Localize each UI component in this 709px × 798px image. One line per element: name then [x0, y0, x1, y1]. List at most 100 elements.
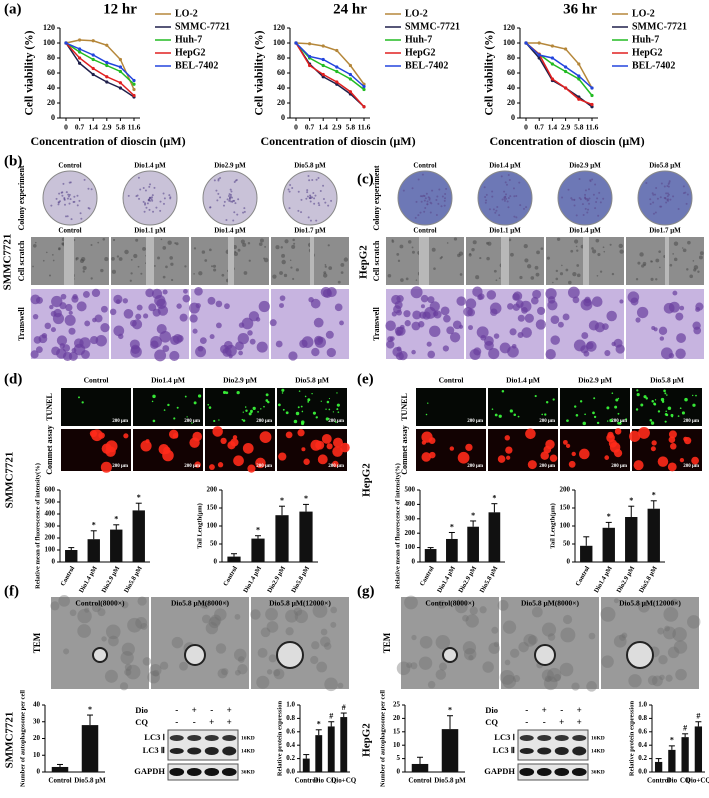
image-texture [621, 632, 628, 639]
image-texture [80, 217, 83, 220]
annotation: # [329, 712, 333, 721]
image-texture [316, 661, 328, 673]
image-texture [495, 279, 498, 282]
point [321, 44, 325, 48]
image-texture [515, 300, 524, 308]
blot-band [572, 735, 587, 741]
image-texture [292, 238, 295, 242]
image-texture [42, 259, 45, 262]
image-texture [650, 260, 653, 263]
tem-label: Dio5.8 μM(8000×) [171, 599, 230, 608]
image-texture [104, 669, 118, 683]
image-texture [635, 408, 639, 411]
image-texture [502, 620, 517, 634]
series-line [525, 42, 593, 89]
image-texture [311, 196, 314, 199]
image-texture [309, 197, 312, 200]
image-texture [83, 178, 86, 181]
image-texture [410, 286, 423, 299]
image-texture [545, 401, 549, 404]
image-texture [326, 400, 330, 404]
image-texture [147, 199, 150, 202]
image-texture [325, 417, 329, 421]
point [362, 87, 366, 92]
image-texture [677, 208, 680, 211]
image-texture [293, 242, 296, 245]
image-texture [311, 347, 320, 357]
image-texture [574, 405, 577, 408]
image-texture [446, 326, 455, 335]
point [564, 69, 568, 74]
image-texture [63, 203, 66, 206]
image-texture [318, 204, 321, 207]
blot-band [519, 735, 534, 741]
image-texture [387, 336, 394, 343]
image-texture [659, 336, 665, 341]
image-texture [491, 190, 494, 193]
blot-band [519, 748, 534, 754]
panel-label: (g) [357, 583, 375, 599]
image-texture [420, 294, 429, 303]
image-texture [50, 601, 60, 611]
image-texture [426, 203, 429, 206]
image-texture [584, 197, 587, 200]
image-texture [592, 411, 595, 415]
image-texture [332, 446, 343, 457]
image-texture [172, 334, 183, 344]
image-texture [579, 400, 583, 403]
image-texture [499, 669, 515, 685]
image-texture [225, 391, 229, 395]
image-texture [596, 421, 600, 425]
image-texture [617, 412, 620, 415]
y-tick-label: 200 [45, 534, 56, 542]
column-label: Dio2.9 μM [578, 376, 612, 385]
image-texture [135, 238, 139, 242]
image-texture [218, 419, 220, 421]
image-texture [298, 390, 301, 392]
image-texture [242, 411, 244, 413]
y-tick-label: 400 [45, 510, 56, 518]
image-texture [652, 212, 655, 215]
image-texture [88, 207, 91, 210]
image-texture [216, 322, 222, 329]
point [590, 102, 594, 107]
image-texture [199, 337, 207, 345]
image-texture [501, 198, 504, 201]
image-texture [594, 207, 597, 210]
image-texture [309, 219, 312, 222]
image-texture [295, 268, 299, 272]
blot-sign: - [525, 705, 528, 715]
image-texture [224, 303, 230, 310]
blot-band [187, 735, 202, 741]
point [64, 41, 68, 45]
point [132, 93, 136, 98]
image-texture [588, 202, 591, 205]
image-texture [169, 350, 180, 362]
image-texture [595, 238, 600, 243]
image-texture [637, 261, 641, 265]
image-texture [324, 201, 327, 204]
image-texture [232, 219, 235, 222]
image-texture [82, 265, 87, 271]
annotation: * [88, 705, 92, 714]
image-texture [322, 273, 328, 278]
image-texture [337, 411, 340, 414]
image-texture [507, 206, 510, 209]
annotation: * [280, 496, 284, 505]
point [590, 105, 594, 109]
x-tick-label: 0 [294, 123, 298, 132]
image-texture [230, 438, 239, 447]
image-texture [675, 668, 687, 681]
image-texture [672, 627, 687, 642]
y-tick-label: 0.0 [286, 768, 295, 776]
image-texture [665, 201, 668, 204]
image-texture [420, 200, 423, 203]
image-texture [120, 651, 134, 665]
image-texture [387, 273, 392, 278]
scale-bar-label: 200 μm [256, 419, 273, 424]
image-texture [215, 300, 223, 308]
image-texture [411, 246, 414, 249]
image-texture [618, 243, 623, 249]
image-texture [403, 310, 411, 318]
image-texture [498, 414, 502, 418]
